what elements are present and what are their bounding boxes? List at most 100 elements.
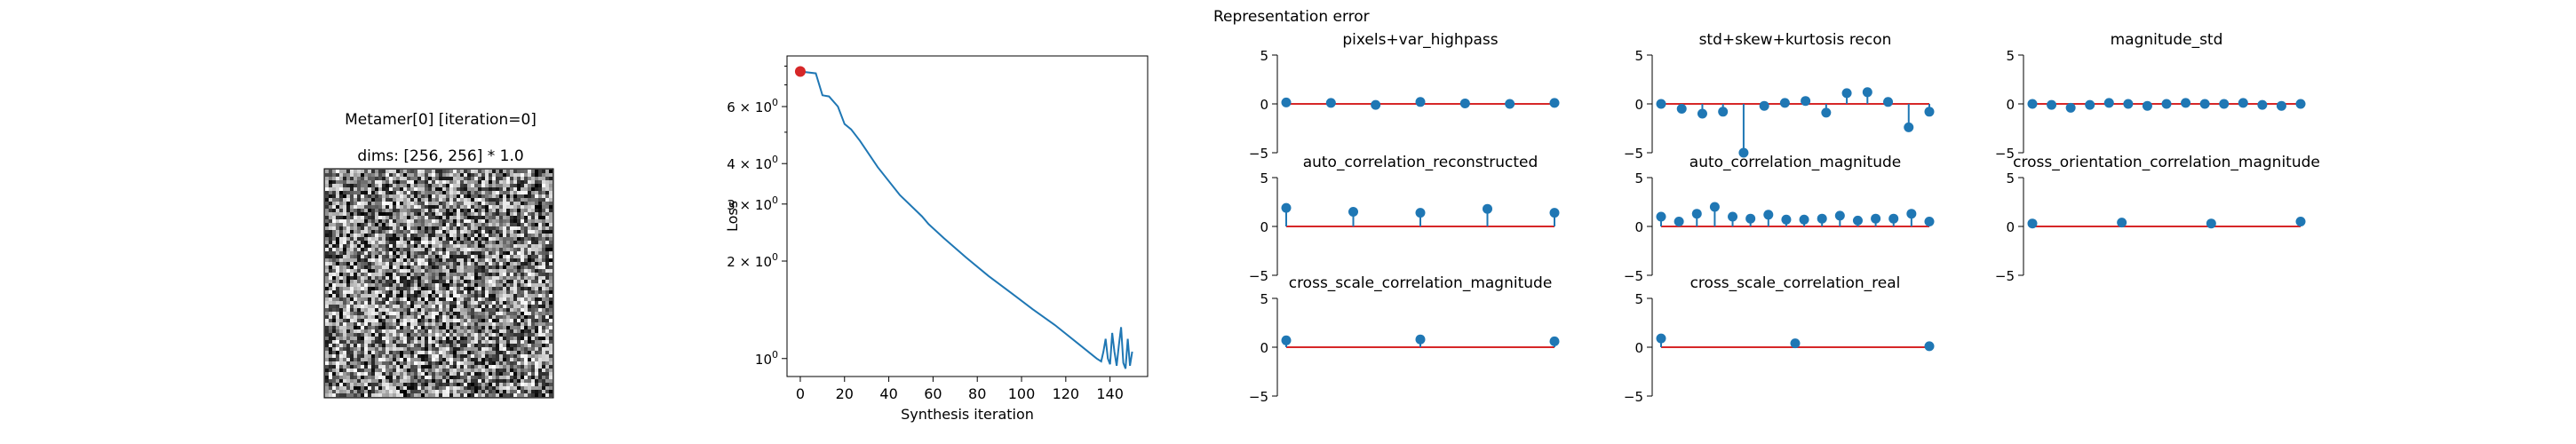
noise-pixel: [393, 241, 396, 244]
noise-pixel: [517, 294, 521, 297]
noise-pixel: [513, 251, 517, 255]
noise-pixel: [410, 170, 414, 173]
noise-pixel: [535, 248, 538, 251]
noise-pixel: [474, 173, 478, 177]
noise-pixel: [425, 266, 428, 269]
noise-pixel: [510, 209, 513, 212]
noise-pixel: [499, 312, 503, 315]
noise-pixel: [521, 315, 524, 319]
noise-pixel: [386, 209, 389, 212]
noise-pixel: [425, 369, 428, 372]
noise-pixel: [531, 294, 535, 297]
noise-pixel: [517, 187, 521, 191]
noise-pixel: [343, 248, 346, 251]
noise-pixel: [396, 216, 400, 219]
noise-pixel: [478, 315, 481, 319]
noise-pixel: [467, 390, 471, 393]
noise-pixel: [460, 369, 464, 372]
noise-pixel: [350, 170, 354, 173]
noise-pixel: [432, 248, 435, 251]
noise-pixel: [371, 216, 375, 219]
noise-pixel: [549, 212, 553, 216]
noise-pixel: [371, 333, 375, 337]
stem-marker: [1281, 202, 1292, 213]
noise-pixel: [478, 333, 481, 337]
noise-pixel: [528, 216, 531, 219]
noise-pixel: [417, 191, 421, 194]
noise-pixel: [375, 290, 378, 294]
noise-pixel: [346, 386, 350, 390]
noise-pixel: [446, 297, 449, 301]
noise-pixel: [442, 205, 446, 209]
stem-marker: [1871, 213, 1881, 224]
noise-pixel: [521, 376, 524, 379]
noise-pixel: [400, 258, 403, 262]
noise-pixel: [336, 248, 339, 251]
noise-pixel: [414, 173, 417, 177]
noise-pixel: [332, 390, 336, 393]
noise-pixel: [545, 209, 549, 212]
noise-pixel: [421, 202, 425, 205]
stem-marker: [2276, 100, 2286, 111]
noise-pixel: [343, 294, 346, 297]
noise-pixel: [496, 358, 499, 361]
noise-pixel: [389, 273, 393, 276]
noise-pixel: [439, 173, 442, 177]
noise-pixel: [343, 340, 346, 344]
noise-pixel: [499, 194, 503, 198]
noise-pixel: [332, 194, 336, 198]
noise-pixel: [481, 255, 485, 258]
noise-pixel: [371, 376, 375, 379]
noise-pixel: [403, 361, 407, 365]
noise-pixel: [439, 244, 442, 248]
noise-pixel: [485, 333, 489, 337]
noise-pixel: [485, 308, 489, 312]
noise-pixel: [485, 326, 489, 329]
noise-pixel: [386, 315, 389, 319]
stem-marker: [1281, 335, 1292, 345]
noise-pixel: [378, 312, 382, 315]
noise-pixel: [478, 386, 481, 390]
noise-pixel: [410, 283, 414, 287]
noise-pixel: [375, 383, 378, 386]
noise-pixel: [442, 340, 446, 344]
loss-y-tick-label-exponent: 0: [772, 194, 778, 206]
noise-pixel: [531, 312, 535, 315]
noise-pixel: [457, 255, 460, 258]
noise-pixel: [538, 273, 542, 276]
noise-pixel: [410, 234, 414, 237]
noise-pixel: [485, 230, 489, 234]
noise-pixel: [432, 241, 435, 244]
noise-pixel: [382, 351, 386, 354]
noise-pixel: [457, 280, 460, 283]
noise-pixel: [400, 262, 403, 266]
noise-pixel: [414, 333, 417, 337]
noise-pixel: [357, 386, 361, 390]
noise-pixel: [510, 230, 513, 234]
noise-pixel: [542, 347, 545, 351]
noise-pixel: [428, 290, 432, 294]
noise-pixel: [364, 393, 368, 397]
noise-pixel: [354, 315, 357, 319]
noise-pixel: [425, 223, 428, 226]
noise-pixel: [513, 337, 517, 340]
noise-pixel: [528, 209, 531, 212]
noise-pixel: [478, 237, 481, 241]
noise-pixel: [531, 205, 535, 209]
noise-pixel: [371, 351, 375, 354]
noise-pixel: [364, 205, 368, 209]
noise-pixel: [492, 226, 496, 230]
noise-pixel: [435, 280, 439, 283]
noise-pixel: [492, 194, 496, 198]
noise-pixel: [481, 337, 485, 340]
noise-pixel: [329, 365, 332, 369]
noise-pixel: [510, 372, 513, 376]
noise-pixel: [460, 273, 464, 276]
noise-pixel: [393, 202, 396, 205]
noise-pixel: [449, 312, 453, 315]
noise-pixel: [364, 358, 368, 361]
noise-pixel: [414, 379, 417, 383]
noise-pixel: [336, 255, 339, 258]
noise-pixel: [489, 386, 492, 390]
noise-pixel: [478, 297, 481, 301]
